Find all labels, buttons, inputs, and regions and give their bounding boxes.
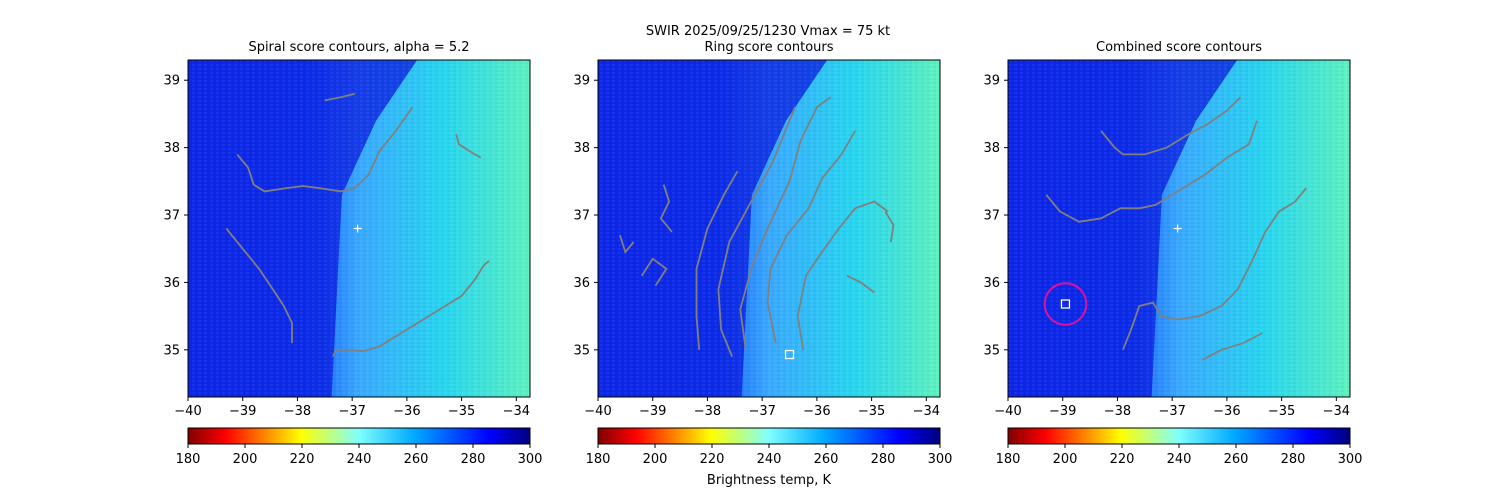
figure-suptitle: SWIR 2025/09/25/1230 Vmax = 75 kt xyxy=(646,24,890,39)
x-tick-label: −40 xyxy=(994,404,1021,419)
panel-title: Ring score contours xyxy=(704,40,833,55)
colorbar-tick-label: 260 xyxy=(814,452,839,467)
score-contour xyxy=(236,106,414,193)
colorbar-tick-label: 300 xyxy=(1338,452,1363,467)
score-contour xyxy=(332,260,490,357)
x-tick-label: −37 xyxy=(1158,404,1185,419)
colorbar-tick-label: 240 xyxy=(1167,452,1192,467)
score-contour xyxy=(884,211,895,243)
score-contour xyxy=(1100,96,1242,156)
y-tick-label: 38 xyxy=(573,141,590,156)
x-tick-label: −34 xyxy=(1323,404,1350,419)
y-tick-label: 35 xyxy=(573,343,590,358)
y-tick-label: 37 xyxy=(573,209,590,224)
colorbar-tick-label: 280 xyxy=(871,452,896,467)
x-tick-label: −38 xyxy=(694,404,721,419)
x-tick-label: −38 xyxy=(284,404,311,419)
axes-frame xyxy=(597,59,941,398)
panel-3: Combined score contours −40 −39 −38 −37 −36 −3… xyxy=(983,40,1362,467)
colorbar-tick-label: 240 xyxy=(757,452,782,467)
x-tick-label: −35 xyxy=(448,404,475,419)
y-tick-label: 38 xyxy=(983,141,1000,156)
score-contour xyxy=(766,130,856,344)
center-square-marker xyxy=(1060,299,1071,309)
colorbar xyxy=(1007,427,1351,445)
colorbar-tick-label: 280 xyxy=(461,452,486,467)
y-tick-label: 39 xyxy=(983,74,1000,89)
colorbar-tick-label: 260 xyxy=(1224,452,1249,467)
panel-title: Combined score contours xyxy=(1096,40,1262,55)
y-tick-label: 36 xyxy=(573,276,590,291)
colorbar-tick-label: 280 xyxy=(1281,452,1306,467)
x-tick-label: −35 xyxy=(1268,404,1295,419)
colorbar-tick-label: 220 xyxy=(1110,452,1135,467)
center-plus-marker xyxy=(353,224,362,233)
score-contour xyxy=(739,96,832,350)
colorbar-tick-label: 180 xyxy=(996,452,1021,467)
panel-2: Ring score contours −40 −39 −38 −37 −36 −35 −34… xyxy=(573,40,952,467)
colorbar-tick-label: 300 xyxy=(928,452,953,467)
y-tick-label: 39 xyxy=(163,74,180,89)
y-tick-label: 39 xyxy=(573,74,590,89)
colorbar-tick-label: 220 xyxy=(290,452,315,467)
colorbar-tick-label: 200 xyxy=(1053,452,1078,467)
score-contour xyxy=(1201,332,1263,361)
score-contour xyxy=(641,257,668,287)
x-tick-label: −38 xyxy=(1104,404,1131,419)
colorbar-tick-label: 200 xyxy=(643,452,668,467)
y-tick-label: 35 xyxy=(983,343,1000,358)
score-contour xyxy=(324,92,356,102)
y-tick-label: 37 xyxy=(983,209,1000,224)
axes-frame xyxy=(187,59,531,398)
x-tick-label: −40 xyxy=(584,404,611,419)
axes-frame xyxy=(1007,59,1351,398)
y-tick-label: 38 xyxy=(163,141,180,156)
x-tick-label: −36 xyxy=(803,404,830,419)
colorbar xyxy=(187,427,531,445)
score-contour xyxy=(717,106,796,357)
colorbar-tick-label: 200 xyxy=(233,452,258,467)
y-tick-label: 36 xyxy=(163,276,180,291)
score-contour xyxy=(1122,187,1307,351)
score-contour xyxy=(225,227,293,344)
colorbar-label: Brightness temp, K xyxy=(707,473,832,488)
colorbar-tick-label: 180 xyxy=(586,452,611,467)
y-tick-label: 36 xyxy=(983,276,1000,291)
colorbar-tick-label: 180 xyxy=(176,452,201,467)
x-tick-label: −40 xyxy=(174,404,201,419)
panel-1: Spiral score contours, alpha = 5.2 −40 −39… xyxy=(163,40,542,467)
colorbar-tick-label: 240 xyxy=(347,452,372,467)
y-tick-label: 35 xyxy=(163,343,180,358)
score-contour xyxy=(796,200,889,350)
best-fit-circle xyxy=(1043,282,1088,326)
x-tick-label: −34 xyxy=(913,404,940,419)
colorbar-tick-label: 300 xyxy=(518,452,543,467)
panels-group: Spiral score contours, alpha = 5.2 −40 −39… xyxy=(163,40,1362,467)
center-plus-marker xyxy=(1173,224,1182,233)
y-tick-label: 37 xyxy=(163,209,180,224)
x-tick-label: −37 xyxy=(338,404,365,419)
x-tick-label: −37 xyxy=(748,404,775,419)
colorbar xyxy=(597,427,941,445)
x-tick-label: −35 xyxy=(858,404,885,419)
score-contour xyxy=(659,184,673,233)
colorbar-tick-label: 220 xyxy=(700,452,725,467)
score-contour xyxy=(846,274,875,294)
score-contour xyxy=(455,133,482,159)
x-tick-label: −39 xyxy=(229,404,256,419)
x-tick-label: −36 xyxy=(393,404,420,419)
x-tick-label: −36 xyxy=(1213,404,1240,419)
heatmap-texture xyxy=(598,60,940,397)
panel-title: Spiral score contours, alpha = 5.2 xyxy=(248,40,469,55)
x-tick-label: −39 xyxy=(1049,404,1076,419)
score-contour xyxy=(619,234,635,254)
center-square-marker xyxy=(784,349,795,360)
x-tick-label: −34 xyxy=(503,404,530,419)
score-contour xyxy=(695,170,739,350)
colorbar-tick-label: 260 xyxy=(404,452,429,467)
x-tick-label: −39 xyxy=(639,404,666,419)
score-contour xyxy=(1045,120,1258,223)
